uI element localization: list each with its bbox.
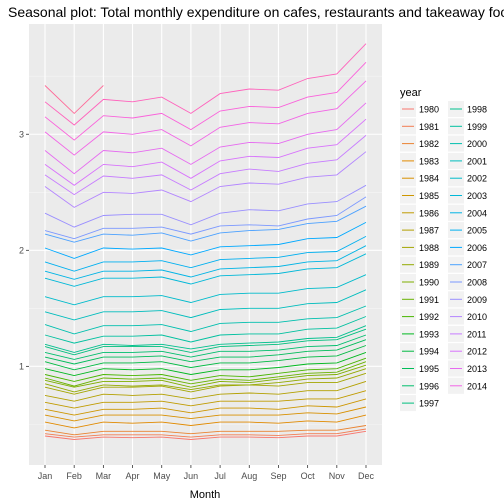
- x-axis-title: Month: [190, 489, 221, 501]
- legend-label: 1981: [419, 122, 439, 132]
- series-line-1986: [44, 390, 367, 409]
- series-line-1982: [44, 425, 367, 436]
- series-line-1987: [44, 380, 367, 402]
- legend-label: 1980: [419, 105, 439, 115]
- legend-label: 1996: [419, 381, 439, 391]
- series-line-1996: [44, 334, 367, 360]
- legend-label: 1995: [419, 364, 439, 374]
- x-tick-label: Aug: [241, 471, 257, 481]
- legend-label: 1997: [419, 399, 439, 409]
- y-axis: 1 2 3: [19, 129, 29, 371]
- x-tick-label: Apr: [126, 471, 140, 481]
- series-line-2016: [44, 43, 367, 126]
- legend-label: 2013: [467, 364, 487, 374]
- legend-label: 2011: [467, 329, 486, 339]
- legend-label: 2008: [467, 278, 487, 288]
- legend-label: 2012: [467, 347, 487, 357]
- legend-label: 1994: [419, 347, 439, 357]
- y-tick-label: 3: [19, 129, 24, 139]
- legend-label: 2010: [467, 312, 487, 322]
- legend-label: 1998: [467, 105, 487, 115]
- legend-label: 2001: [467, 156, 487, 166]
- x-tick-label: Jun: [184, 471, 199, 481]
- series-line-2006: [44, 222, 367, 259]
- series-line-1997: [44, 328, 367, 356]
- x-tick-label: Nov: [329, 471, 346, 481]
- x-tick-label: May: [153, 471, 171, 481]
- series-line-1994: [44, 345, 367, 371]
- series-line-2007: [44, 205, 367, 243]
- series-line-1984: [44, 406, 367, 422]
- legend-label: 2014: [467, 381, 487, 391]
- series-line-1980: [44, 430, 367, 440]
- series-line-2009: [44, 184, 367, 228]
- x-tick-label: Feb: [66, 471, 82, 481]
- series-line-1999: [44, 316, 367, 344]
- legend: 1980 1998 1981 1999 1982 2000 1983 2001 1984 2002…: [400, 101, 487, 412]
- series-line-1992: [44, 357, 367, 382]
- series-line-2011: [44, 135, 367, 196]
- legend-label: 1985: [419, 191, 439, 201]
- legend-label: 1982: [419, 139, 439, 149]
- legend-label: 2009: [467, 295, 487, 305]
- series-line-1988: [44, 372, 367, 395]
- x-tick-label: Jan: [38, 471, 53, 481]
- x-tick-label: Sep: [270, 471, 286, 481]
- series-line-1981: [44, 428, 367, 438]
- series-lines: [44, 43, 367, 440]
- x-tick-label: Mar: [96, 471, 112, 481]
- y-tick-label: 2: [19, 245, 24, 255]
- series-line-1989: [44, 368, 367, 393]
- x-tick-label: Oct: [301, 471, 316, 481]
- gridlines: [29, 24, 382, 465]
- series-line-2017: [44, 85, 104, 115]
- legend-label: 1983: [419, 156, 439, 166]
- x-tick-label: Dec: [358, 471, 375, 481]
- series-line-2004: [44, 245, 367, 280]
- series-line-2002: [44, 274, 367, 306]
- legend-label: 1984: [419, 174, 439, 184]
- legend-label: 2002: [467, 174, 487, 184]
- legend-label: 2000: [467, 139, 487, 149]
- series-line-2008: [44, 196, 367, 240]
- legend-label: 2003: [467, 191, 487, 201]
- series-line-1985: [44, 398, 367, 416]
- legend-label: 1999: [467, 122, 487, 132]
- series-line-2014: [44, 80, 367, 156]
- legend-label: 1987: [419, 226, 439, 236]
- legend-label: 1986: [419, 208, 439, 218]
- series-line-2013: [44, 102, 367, 175]
- series-line-1998: [44, 325, 367, 353]
- legend-label: 1990: [419, 278, 439, 288]
- series-line-1990: [44, 364, 367, 388]
- x-axis: Jan Feb Mar Apr May Jun Jul Aug Sep Oct Nov Dec: [38, 465, 375, 481]
- series-line-2010: [44, 151, 367, 208]
- legend-label: 2005: [467, 226, 487, 236]
- legend-label: 2007: [467, 260, 487, 270]
- legend-label: 2004: [467, 208, 487, 218]
- series-line-1983: [44, 414, 367, 429]
- legend-label: 2006: [467, 243, 487, 253]
- series-line-2012: [44, 118, 367, 186]
- plot-panel: [29, 24, 382, 465]
- legend-label: 1992: [419, 312, 439, 322]
- series-line-2005: [44, 236, 367, 272]
- x-tick-label: Jul: [214, 471, 226, 481]
- legend-label: 1993: [419, 329, 439, 339]
- chart-title: Seasonal plot: Total monthly expenditure…: [8, 4, 504, 20]
- series-line-2000: [44, 305, 367, 335]
- legend-label: 1988: [419, 243, 439, 253]
- legend-title: year: [400, 87, 422, 99]
- series-line-2001: [44, 289, 367, 321]
- series-line-1993: [44, 351, 367, 377]
- series-line-1991: [44, 361, 367, 387]
- y-tick-label: 1: [19, 361, 24, 371]
- series-line-1995: [44, 339, 367, 365]
- legend-label: 1991: [419, 295, 439, 305]
- series-line-2003: [44, 253, 367, 287]
- series-line-2015: [44, 61, 367, 141]
- legend-label: 1989: [419, 260, 439, 270]
